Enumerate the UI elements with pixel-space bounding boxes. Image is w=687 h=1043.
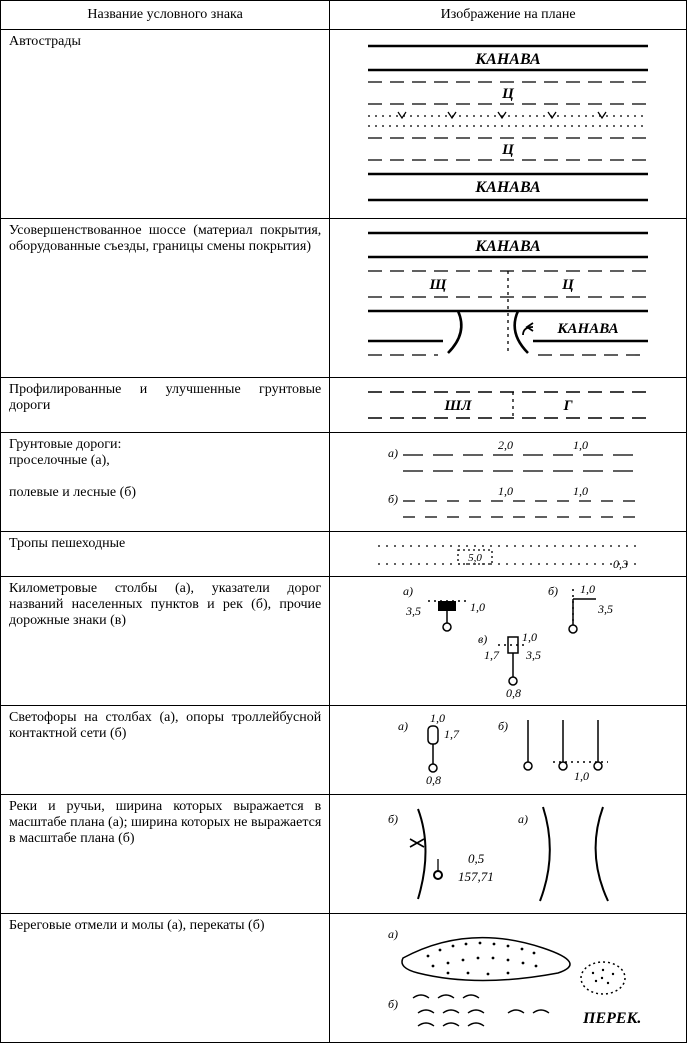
label-03: 0,3 xyxy=(613,557,628,571)
row8-name: Реки и ручьи, ширина которых выражается … xyxy=(1,795,330,914)
label-10b: 1,0 xyxy=(498,484,513,498)
header-col1: Название условного знака xyxy=(1,1,330,30)
label-10a: 1,0 xyxy=(573,438,588,452)
label-ts2: Ц xyxy=(501,142,515,158)
table-row: Тропы пешеходные 5,0 0,3 xyxy=(1,532,687,577)
label-a: а) xyxy=(518,812,528,826)
label-50: 5,0 xyxy=(468,552,482,564)
row2-diagram: КАНАВА Щ Ц КАНАВА xyxy=(330,219,687,378)
label-10c: 1,0 xyxy=(573,484,588,498)
label-35c: 3,5 xyxy=(525,648,541,662)
label-ts: Ц xyxy=(561,277,575,293)
label-g: Г xyxy=(563,398,574,414)
label-perek: ПЕРЕК. xyxy=(582,1010,641,1027)
row5-name: Тропы пешеходные xyxy=(1,532,330,577)
row7-name: Светофоры на столбах (а), опоры троллейб… xyxy=(1,706,330,795)
row4-diagram: а) 2,0 1,0 б) 1,0 1,0 xyxy=(330,433,687,532)
row6-name: Километровые столбы (а), указатели дорог… xyxy=(1,577,330,706)
row9-name: Береговые отмели и молы (а), перекаты (б… xyxy=(1,914,330,1043)
row3-diagram: ШЛ Г xyxy=(330,378,687,433)
label-17: 1,7 xyxy=(484,648,500,662)
label-kanava2: КАНАВА xyxy=(474,179,541,196)
label-sh: Щ xyxy=(429,277,448,293)
table-row: Реки и ручьи, ширина которых выражается … xyxy=(1,795,687,914)
label-20: 2,0 xyxy=(498,438,513,452)
row4-name-c: полевые и лесные (б) xyxy=(9,485,136,500)
label-v: в) xyxy=(478,632,487,646)
row4-name-b: проселочные (а), xyxy=(9,453,110,468)
label-35b: 3,5 xyxy=(597,602,613,616)
label-10c: 1,0 xyxy=(522,630,537,644)
row7-diagram: а) 1,0 1,7 0,8 б) 1,0 xyxy=(330,706,687,795)
row6-diagram: а) 3,5 1,0 б) 1,0 3,5 в) 1,0 1,7 3,5 0,8 xyxy=(330,577,687,706)
label-b: б) xyxy=(388,492,398,506)
row4-name: Грунтовые дороги: проселочные (а), полев… xyxy=(1,433,330,532)
row2-name: Усовершенствованное шоссе (материал покр… xyxy=(1,219,330,378)
label-b: б) xyxy=(388,997,398,1011)
label-157: 157,71 xyxy=(458,869,494,884)
table-row: Береговые отмели и молы (а), перекаты (б… xyxy=(1,914,687,1043)
label-a: а) xyxy=(388,446,398,460)
label-10b: 1,0 xyxy=(580,582,595,596)
label-a: а) xyxy=(388,927,398,941)
label-08: 0,8 xyxy=(506,686,521,700)
label-b: б) xyxy=(548,584,558,598)
row1-diagram: КАНАВА Ц Ц КАНАВА xyxy=(330,30,687,219)
label-a: а) xyxy=(403,584,413,598)
row4-name-a: Грунтовые дороги: xyxy=(9,437,121,452)
label-a: а) xyxy=(398,719,408,733)
header-col2: Изображение на плане xyxy=(330,1,687,30)
label-08: 0,8 xyxy=(426,773,441,787)
label-kanava-br: КАНАВА xyxy=(556,321,618,337)
label-10b: 1,0 xyxy=(574,769,589,783)
table-row: Профилированные и улучшенные грунтовые д… xyxy=(1,378,687,433)
label-kanava: КАНАВА xyxy=(474,51,541,68)
label-b: б) xyxy=(388,812,398,826)
label-17: 1,7 xyxy=(444,727,460,741)
label-05: 0,5 xyxy=(468,851,485,866)
row5-diagram: 5,0 0,3 xyxy=(330,532,687,577)
row8-diagram: б) а) 0,5 157,71 xyxy=(330,795,687,914)
label-10a: 1,0 xyxy=(470,600,485,614)
row9-diagram: а) б) ПЕРЕК. xyxy=(330,914,687,1043)
label-ts: Ц xyxy=(501,86,515,102)
table-row: Километровые столбы (а), указатели дорог… xyxy=(1,577,687,706)
row3-name: Профилированные и улучшенные грунтовые д… xyxy=(1,378,330,433)
label-shl: ШЛ xyxy=(444,398,473,414)
table-row: Светофоры на столбах (а), опоры троллейб… xyxy=(1,706,687,795)
row1-name: Автострады xyxy=(1,30,330,219)
table-row: Автострады КАНАВА Ц Ц КАНАВА xyxy=(1,30,687,219)
label-10: 1,0 xyxy=(430,711,445,725)
label-b: б) xyxy=(498,719,508,733)
label-kanava: КАНАВА xyxy=(474,238,541,255)
table-row: Грунтовые дороги: проселочные (а), полев… xyxy=(1,433,687,532)
symbol-table: Название условного знака Изображение на … xyxy=(0,0,687,1043)
label-35a: 3,5 xyxy=(405,604,421,618)
table-row: Усовершенствованное шоссе (материал покр… xyxy=(1,219,687,378)
